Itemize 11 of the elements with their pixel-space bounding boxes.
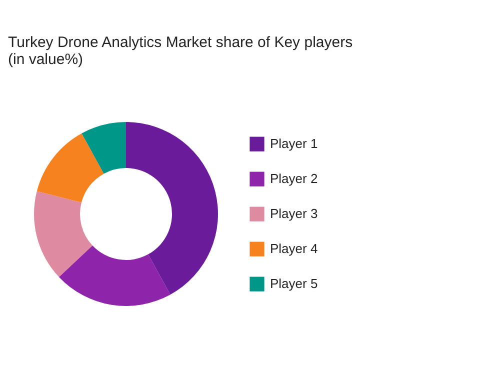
legend-label: Player 2 [270, 171, 318, 186]
legend-label: Player 3 [270, 206, 318, 221]
donut-slice [36, 133, 104, 203]
donut-slice [126, 122, 218, 295]
donut-slice [58, 245, 170, 306]
legend-label: Player 1 [270, 136, 318, 151]
donut-slice [82, 122, 126, 174]
donut-slice [34, 191, 92, 277]
legend-label: Player 5 [270, 276, 318, 291]
chart-title: Turkey Drone Analytics Market share of Key players (in value%) [8, 34, 353, 68]
legend-label: Player 4 [270, 241, 318, 256]
